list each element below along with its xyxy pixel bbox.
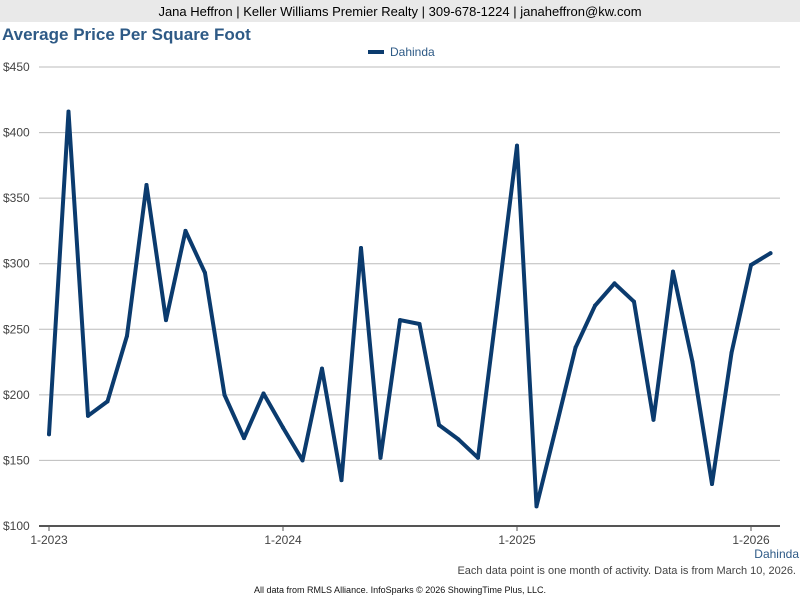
y-tick-label: $200: [3, 388, 30, 402]
data-point: [222, 392, 227, 397]
data-point: [710, 482, 714, 487]
data-point: [534, 504, 539, 509]
y-tick-label: $250: [3, 322, 30, 336]
y-tick-label: $100: [3, 519, 30, 533]
data-point: [398, 318, 402, 323]
data-point: [378, 455, 383, 460]
data-point: [261, 391, 266, 396]
y-axis-ticks: $100 $150 $200 $250 $300 $350 $400 $450: [3, 60, 30, 533]
data-point: [339, 478, 344, 483]
y-tick-label: $150: [3, 453, 30, 467]
data-note: Each data point is one month of activity…: [457, 565, 796, 577]
data-point: [554, 425, 558, 430]
data-point: [495, 301, 500, 306]
legend-label: Dahinda: [390, 45, 435, 59]
data-point: [417, 322, 422, 327]
y-tick-label: $300: [3, 257, 30, 271]
x-tick-label: 1-2026: [732, 533, 770, 547]
data-point: [320, 366, 324, 371]
data-point: [671, 269, 675, 274]
x-tick-label: 1-2023: [30, 533, 68, 547]
x-axis: 1-2023 1-2024 1-2025 1-2026: [30, 525, 780, 547]
data-point: [105, 399, 110, 404]
data-point: [690, 360, 695, 365]
data-point: [632, 299, 636, 304]
data-point: [203, 270, 207, 275]
series-end-label: Dahinda: [754, 547, 799, 561]
data-point: [515, 143, 519, 148]
x-tick-label: 1-2025: [498, 533, 536, 547]
data-point: [456, 437, 461, 442]
data-point: [437, 423, 441, 428]
data-point: [86, 413, 90, 418]
series-line-dahinda: [47, 109, 773, 509]
series-layer: [47, 109, 773, 509]
data-point: [164, 318, 168, 323]
x-tick-label: 1-2024: [264, 533, 302, 547]
data-point: [476, 455, 480, 460]
data-point: [359, 245, 363, 250]
chart-legend: Dahinda: [368, 45, 435, 59]
data-point: [125, 333, 129, 338]
data-point: [242, 436, 246, 441]
data-point: [612, 281, 617, 286]
data-point: [749, 263, 753, 268]
data-point: [300, 458, 305, 463]
grid-lines: [39, 66, 780, 461]
y-tick-label: $400: [3, 126, 30, 140]
data-point: [281, 425, 285, 430]
data-point: [593, 303, 597, 308]
agent-header-bar: Jana Heffron | Keller Williams Premier R…: [0, 0, 800, 22]
source-footer: All data from RMLS Alliance. InfoSparks …: [254, 585, 546, 595]
data-point: [729, 350, 734, 355]
data-point: [66, 109, 71, 114]
data-point: [573, 345, 578, 350]
y-tick-label: $450: [3, 60, 30, 74]
legend-swatch: [368, 50, 384, 54]
data-point: [651, 417, 656, 422]
chart-title: Average Price Per Square Foot: [2, 25, 251, 44]
agent-contact-line: Jana Heffron | Keller Williams Premier R…: [158, 3, 642, 19]
data-point: [183, 228, 188, 233]
data-point: [144, 183, 149, 188]
data-point: [47, 432, 51, 437]
data-point: [768, 251, 773, 256]
y-tick-label: $350: [3, 191, 30, 205]
